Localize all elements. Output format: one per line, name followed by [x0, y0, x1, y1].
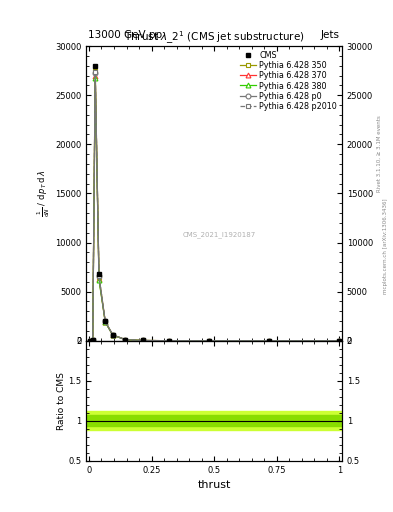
Pythia 6.428 350: [207, 338, 211, 344]
CMS: [93, 62, 97, 69]
Pythia 6.428 350: [140, 337, 145, 344]
Pythia 6.428 380: [140, 337, 145, 344]
Line: Pythia 6.428 p2010: Pythia 6.428 p2010: [88, 69, 342, 343]
Text: Rivet 3.1.10, ≥ 3.1M events: Rivet 3.1.10, ≥ 3.1M events: [377, 115, 382, 192]
Pythia 6.428 p0: [103, 318, 108, 325]
Line: Pythia 6.428 p0: Pythia 6.428 p0: [88, 70, 342, 343]
Title: Thrust $\lambda$_2$^1$ (CMS jet substructure): Thrust $\lambda$_2$^1$ (CMS jet substruc…: [124, 30, 305, 46]
Line: Pythia 6.428 380: Pythia 6.428 380: [88, 75, 342, 343]
Pythia 6.428 350: [123, 336, 128, 343]
Pythia 6.428 370: [267, 338, 272, 344]
Line: CMS: CMS: [88, 63, 342, 343]
Y-axis label: $\frac{1}{\mathrm{d}N}$ / $\mathrm{d}\,p_T\,\mathrm{d}\,\lambda$: $\frac{1}{\mathrm{d}N}$ / $\mathrm{d}\,p…: [36, 170, 52, 217]
Pythia 6.428 380: [110, 332, 115, 338]
Pythia 6.428 p2010: [267, 338, 272, 344]
Pythia 6.428 p0: [123, 336, 128, 343]
Pythia 6.428 370: [88, 338, 93, 344]
Bar: [86, 415, 342, 426]
CMS: [110, 332, 115, 338]
Pythia 6.428 380: [97, 277, 101, 283]
Pythia 6.428 350: [93, 68, 97, 74]
Pythia 6.428 370: [110, 332, 115, 338]
Pythia 6.428 370: [93, 73, 97, 79]
Text: 13000 GeV pp: 13000 GeV pp: [88, 30, 163, 40]
Pythia 6.428 p0: [88, 338, 93, 344]
Pythia 6.428 370: [123, 336, 128, 343]
Bar: [86, 411, 342, 431]
Pythia 6.428 p2010: [88, 338, 93, 344]
X-axis label: thrust: thrust: [198, 480, 231, 490]
Pythia 6.428 370: [103, 319, 108, 325]
Pythia 6.428 380: [167, 337, 171, 344]
Legend: CMS, Pythia 6.428 350, Pythia 6.428 370, Pythia 6.428 380, Pythia 6.428 p0, Pyth: CMS, Pythia 6.428 350, Pythia 6.428 370,…: [238, 49, 340, 113]
Pythia 6.428 350: [90, 337, 95, 344]
Pythia 6.428 370: [167, 337, 171, 344]
Line: Pythia 6.428 350: Pythia 6.428 350: [88, 68, 342, 343]
Pythia 6.428 p0: [90, 337, 95, 344]
CMS: [337, 338, 342, 344]
Pythia 6.428 p0: [97, 273, 101, 280]
CMS: [103, 318, 108, 324]
Pythia 6.428 350: [88, 338, 93, 344]
Pythia 6.428 350: [97, 274, 101, 280]
Text: Jets: Jets: [321, 30, 340, 40]
CMS: [267, 338, 272, 344]
Pythia 6.428 370: [337, 338, 342, 344]
Pythia 6.428 p0: [337, 338, 342, 344]
Pythia 6.428 350: [103, 318, 108, 325]
Pythia 6.428 p2010: [97, 273, 101, 279]
CMS: [88, 338, 93, 344]
Pythia 6.428 p2010: [207, 338, 211, 344]
Pythia 6.428 370: [207, 338, 211, 344]
Pythia 6.428 p2010: [110, 332, 115, 338]
Pythia 6.428 380: [123, 336, 128, 343]
Pythia 6.428 350: [337, 338, 342, 344]
Pythia 6.428 370: [90, 337, 95, 344]
Pythia 6.428 p2010: [103, 318, 108, 325]
Pythia 6.428 380: [93, 74, 97, 80]
Pythia 6.428 350: [267, 338, 272, 344]
Pythia 6.428 380: [88, 338, 93, 344]
Pythia 6.428 350: [167, 337, 171, 344]
Pythia 6.428 380: [103, 319, 108, 325]
Pythia 6.428 p2010: [167, 337, 171, 344]
Pythia 6.428 380: [207, 338, 211, 344]
CMS: [90, 337, 95, 344]
Pythia 6.428 p0: [207, 338, 211, 344]
Pythia 6.428 380: [267, 338, 272, 344]
Pythia 6.428 370: [140, 337, 145, 344]
Pythia 6.428 p0: [267, 338, 272, 344]
Pythia 6.428 p0: [93, 70, 97, 76]
Pythia 6.428 380: [337, 338, 342, 344]
CMS: [167, 337, 171, 344]
Text: CMS_2021_I1920187: CMS_2021_I1920187: [183, 231, 256, 238]
CMS: [207, 338, 211, 344]
CMS: [140, 337, 145, 344]
Line: Pythia 6.428 370: Pythia 6.428 370: [88, 73, 342, 343]
Pythia 6.428 p2010: [123, 336, 128, 343]
Pythia 6.428 p0: [167, 337, 171, 344]
Pythia 6.428 p2010: [337, 338, 342, 344]
Text: mcplots.cern.ch [arXiv:1306.3436]: mcplots.cern.ch [arXiv:1306.3436]: [383, 198, 387, 293]
CMS: [123, 336, 128, 343]
Pythia 6.428 p2010: [140, 337, 145, 344]
Pythia 6.428 380: [90, 337, 95, 344]
Pythia 6.428 350: [110, 332, 115, 338]
Pythia 6.428 p0: [110, 332, 115, 338]
Pythia 6.428 p2010: [90, 337, 95, 344]
CMS: [97, 271, 101, 277]
Pythia 6.428 370: [97, 276, 101, 282]
Pythia 6.428 p0: [140, 337, 145, 344]
Pythia 6.428 p2010: [93, 69, 97, 75]
Y-axis label: Ratio to CMS: Ratio to CMS: [57, 372, 66, 430]
